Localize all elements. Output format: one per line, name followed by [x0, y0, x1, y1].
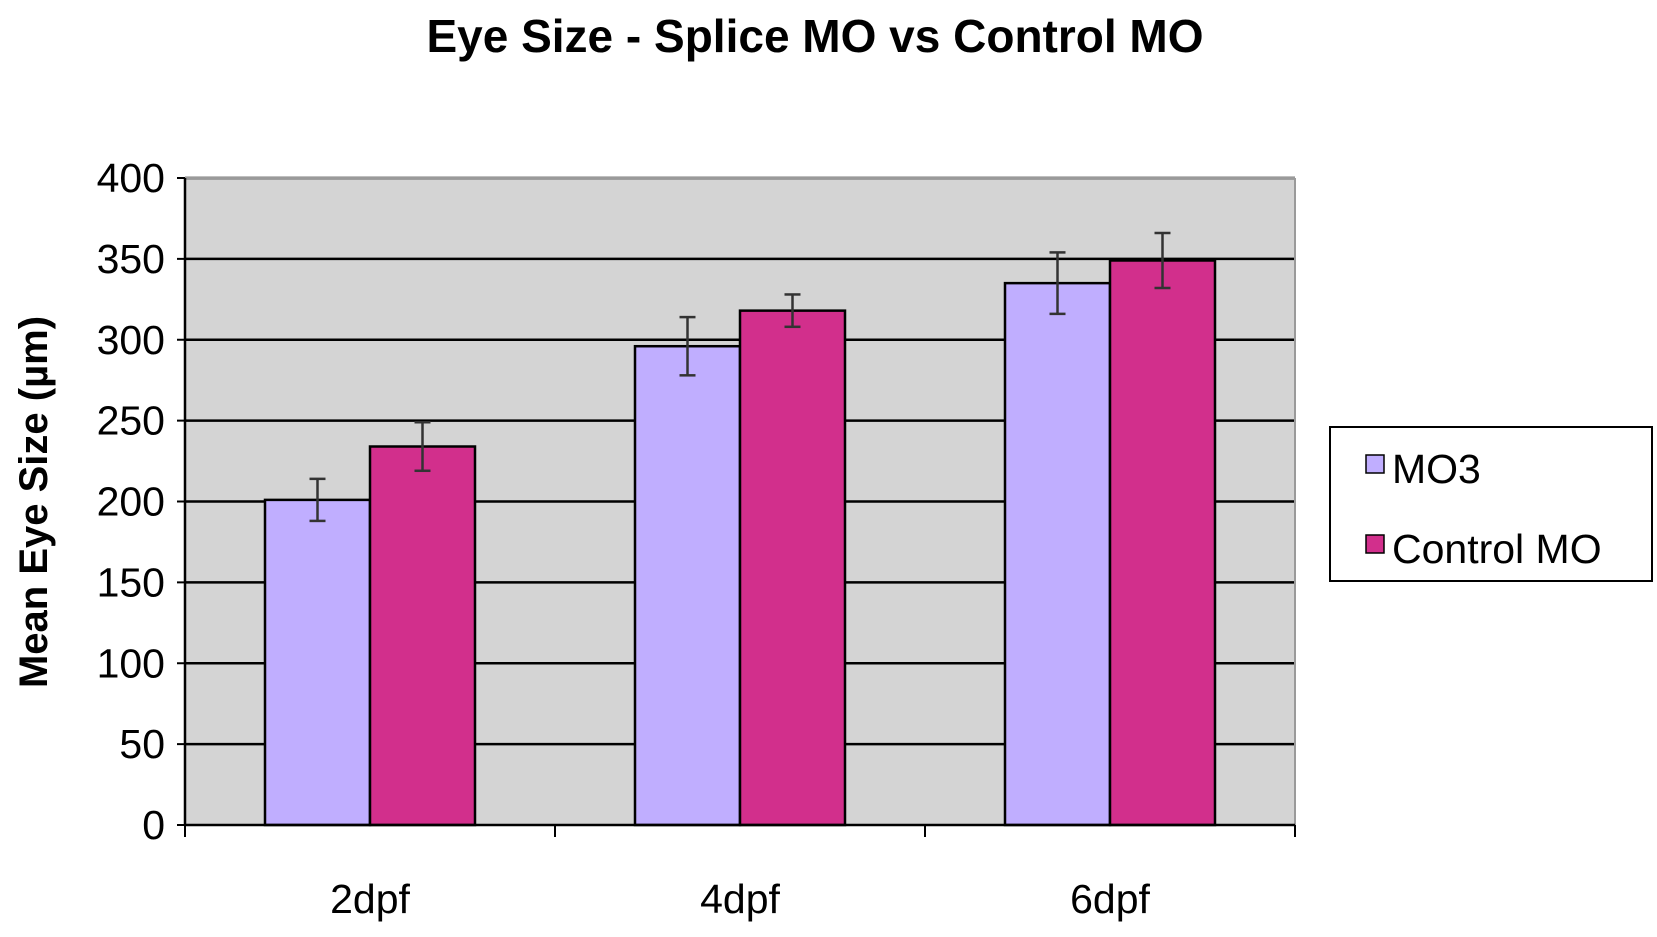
y-tick-label-400: 400 [97, 155, 165, 201]
error-bar-control-mo-2dpf [414, 420, 431, 473]
bar-control-mo-2dpf [368, 445, 477, 827]
bar-mo3-6dpf [1003, 281, 1112, 827]
bar-control-mo-4dpf [738, 309, 847, 827]
legend-label-mo3: MO3 [1392, 446, 1481, 492]
error-bar-mo3-2dpf [309, 477, 326, 523]
y-tick-label-250: 250 [97, 398, 165, 444]
y-tick-label-200: 200 [97, 479, 165, 525]
legend-swatch-control-mo [1365, 534, 1385, 554]
error-bar-mo3-6dpf [1049, 251, 1066, 316]
legend-box [1329, 426, 1653, 582]
error-bar-mo3-4dpf [679, 315, 696, 377]
y-axis-label: Mean Eye Size (µm) [12, 316, 56, 688]
y-tick-label-150: 150 [97, 559, 165, 605]
error-bar-control-mo-4dpf [784, 293, 801, 329]
x-tick-label-4dpf: 4dpf [700, 876, 780, 922]
bar-control-mo-6dpf [1108, 259, 1217, 827]
bars [263, 259, 1217, 827]
axes [183, 177, 1296, 827]
bar-mo3-4dpf [633, 344, 742, 827]
y-tick-label-50: 50 [119, 721, 165, 767]
y-tick-label-0: 0 [142, 802, 165, 848]
x-tick-label-6dpf: 6dpf [1070, 876, 1150, 922]
y-axis-ticks: 0 50 100 150 200 250 300 350 400 [97, 155, 185, 848]
bar-mo3-2dpf [263, 498, 372, 827]
y-tick-label-350: 350 [97, 236, 165, 282]
x-tick-label-2dpf: 2dpf [330, 876, 410, 922]
error-bar-control-mo-6dpf [1154, 231, 1171, 290]
legend-swatch-mo3 [1365, 454, 1385, 474]
chart-title: Eye Size - Splice MO vs Control MO [426, 10, 1203, 62]
y-tick-label-300: 300 [97, 317, 165, 363]
x-axis-ticks: 2dpf 4dpf 6dpf [184, 825, 1296, 922]
legend: MO3 Control MO [1329, 426, 1653, 582]
legend-label-control-mo: Control MO [1392, 526, 1602, 572]
error-bars [309, 231, 1171, 523]
y-tick-label-100: 100 [97, 640, 165, 686]
